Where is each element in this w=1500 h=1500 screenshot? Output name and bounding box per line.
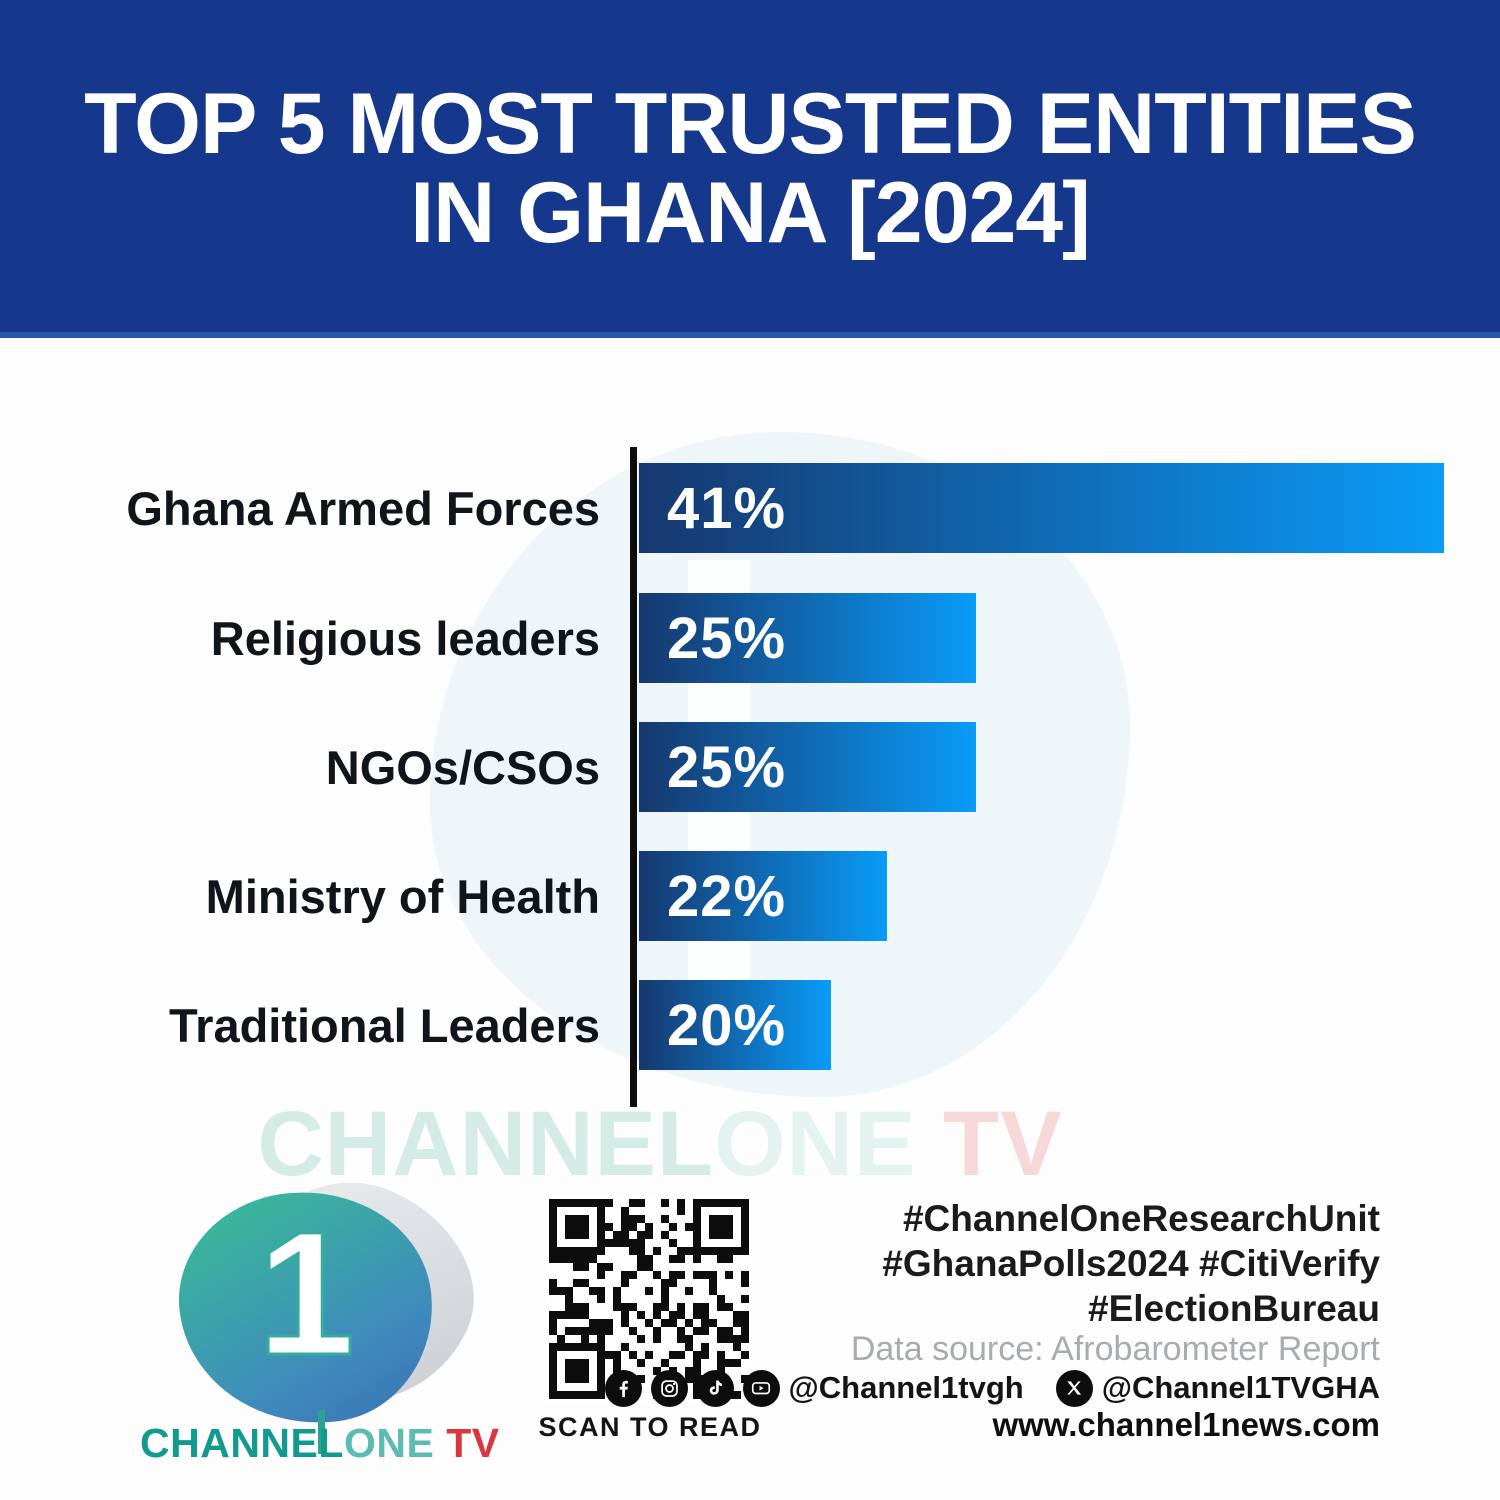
category-label: Traditional Leaders <box>169 998 600 1052</box>
wordmark-one: ONE <box>343 1420 435 1466</box>
title-line-2: IN GHANA [2024] <box>410 165 1091 261</box>
bar: 41% <box>639 463 1444 553</box>
logo-numeral-stem <box>318 1410 325 1454</box>
header-banner: TOP 5 MOST TRUSTED ENTITIES IN GHANA [20… <box>0 0 1500 338</box>
bar-value-label: 25% <box>667 734 787 800</box>
category-label: Religious leaders <box>210 611 600 665</box>
logo-wordmark: CHANNELONE TV <box>140 1420 520 1467</box>
category-label: Ministry of Health <box>205 869 600 923</box>
social-handle-x: @Channel1TVGHA <box>1101 1370 1380 1405</box>
tiktok-icon <box>696 1369 734 1407</box>
bar-value-label: 41% <box>667 475 787 541</box>
wordmark-channel: CHANNEL <box>140 1420 344 1466</box>
facebook-icon <box>604 1369 642 1407</box>
bar-value-label: 20% <box>667 992 787 1058</box>
category-label: NGOs/CSOs <box>325 740 600 794</box>
instagram-icon <box>650 1369 688 1407</box>
bar-value-label: 25% <box>667 605 787 671</box>
bar: 25% <box>639 722 976 812</box>
social-handle-main: @Channel1tvgh <box>788 1370 1024 1405</box>
data-source-note: Data source: Afrobarometer Report <box>850 1330 1380 1368</box>
watermark-one: ONE <box>714 1093 917 1195</box>
title-line-1: TOP 5 MOST TRUSTED ENTITIES <box>84 75 1417 172</box>
bar: 20% <box>639 980 831 1070</box>
bar: 25% <box>639 593 976 683</box>
watermark-channel: CHANNEL <box>257 1093 715 1195</box>
logo-numeral: 1 <box>256 1196 357 1392</box>
bar-value-label: 22% <box>667 863 787 929</box>
category-label: Ghana Armed Forces <box>126 481 600 535</box>
hashtag-line-3: #ElectionBureau <box>1088 1288 1380 1330</box>
x-icon <box>1055 1369 1093 1407</box>
hashtag-line-1: #ChannelOneResearchUnit <box>902 1198 1380 1239</box>
bar: 22% <box>639 851 887 941</box>
youtube-icon <box>742 1369 780 1407</box>
hashtag-block: #ChannelOneResearchUnit #GhanaPolls2024 … <box>680 1196 1380 1331</box>
hashtag-line-2: #GhanaPolls2024 #CitiVerify <box>882 1243 1380 1285</box>
wordmark-tv: TV <box>434 1420 500 1466</box>
channel-watermark-text: CHANNELONE TV <box>0 1092 1320 1197</box>
website-url: www.channel1news.com <box>992 1406 1380 1443</box>
social-row: @Channel1tvgh @Channel1TVGHA <box>604 1368 1380 1408</box>
qr-code <box>546 1196 752 1402</box>
watermark-tv: TV <box>916 1093 1063 1195</box>
qr-caption: SCAN TO READ <box>538 1412 762 1442</box>
chart-axis-line <box>630 447 637 1107</box>
channel-one-logo: 1 <box>150 1148 506 1454</box>
